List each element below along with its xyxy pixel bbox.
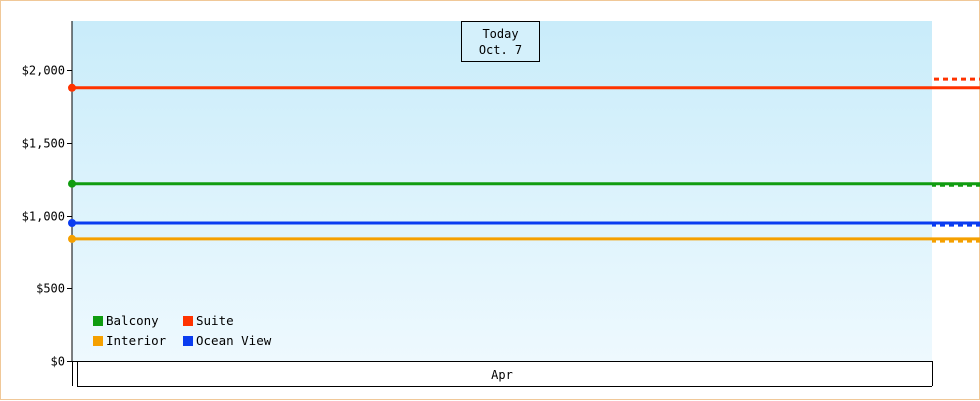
legend-swatch-suite	[183, 316, 193, 326]
today-label-line2: Oct. 7	[478, 43, 523, 57]
legend-item-suite: Suite	[183, 313, 234, 328]
data-point-suite	[68, 83, 76, 92]
data-point-balcony	[68, 179, 76, 188]
y-tick-label: $0	[51, 355, 65, 369]
today-label-line1: Today	[482, 27, 519, 41]
legend-item-balcony: Balcony	[93, 313, 159, 328]
series-forecast-suite	[931, 77, 980, 81]
y-tick-label: $500	[36, 282, 65, 296]
x-tick-label: Apr	[491, 368, 513, 382]
legend-label-ocean-view: Ocean View	[196, 333, 272, 348]
legend-item-interior: Interior	[93, 333, 166, 348]
legend-swatch-ocean-view	[183, 336, 193, 346]
legend-label-balcony: Balcony	[106, 313, 159, 328]
data-point-interior	[68, 234, 76, 243]
plot-area	[72, 21, 932, 361]
legend-label-interior: Interior	[106, 333, 167, 348]
y-tick-label: $1,000	[22, 210, 65, 224]
data-point-ocean-view	[68, 219, 76, 227]
today-label: Today Oct. 7	[461, 21, 540, 62]
y-tick-label: $1,500	[22, 137, 65, 151]
y-tick-label: $2,000	[22, 64, 65, 78]
legend-item-ocean-view: Ocean View	[183, 333, 271, 348]
legend-label-suite: Suite	[196, 313, 234, 328]
series-line-balcony	[72, 182, 980, 186]
legend-swatch-interior	[93, 336, 103, 346]
legend-swatch-balcony	[93, 316, 103, 326]
